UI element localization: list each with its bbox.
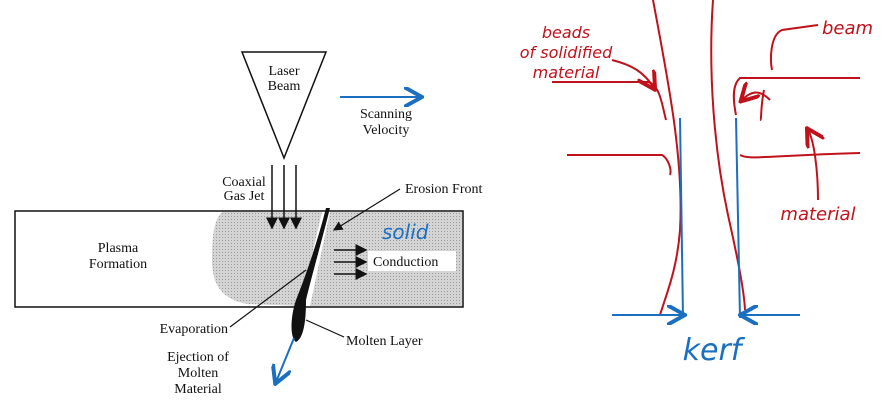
label: Scanning xyxy=(360,107,412,122)
label: Erosion Front xyxy=(405,182,483,197)
workpiece xyxy=(14,210,464,308)
leader xyxy=(332,188,401,231)
label: Conduction xyxy=(373,255,438,270)
conduction-arrows xyxy=(334,244,368,280)
label: Beam xyxy=(268,79,301,94)
label: beam xyxy=(822,18,873,39)
leader xyxy=(229,269,307,328)
leader xyxy=(305,319,345,338)
laser-cone xyxy=(240,51,328,161)
label: Formation xyxy=(89,257,147,272)
label: of solidified xyxy=(520,43,613,62)
label: Gas Jet xyxy=(224,189,265,204)
label: Evaporation xyxy=(160,322,228,337)
label: Ejection of xyxy=(167,350,229,365)
label: Molten Layer xyxy=(346,334,423,349)
ejection-arrow xyxy=(276,337,295,382)
label: Velocity xyxy=(363,123,410,138)
label: beads xyxy=(542,23,590,42)
label: Material xyxy=(174,382,222,397)
label: Molten xyxy=(178,366,218,381)
blue-sketch xyxy=(612,117,800,318)
label: kerf xyxy=(683,333,746,368)
label: Laser xyxy=(268,64,299,79)
molten-layer xyxy=(291,208,330,342)
label: Plasma xyxy=(98,241,139,256)
gas-jet-arrows xyxy=(266,165,302,230)
label: material xyxy=(533,63,600,82)
label: material xyxy=(780,204,855,225)
label: Coaxial xyxy=(222,175,266,190)
label: solid xyxy=(382,220,429,244)
